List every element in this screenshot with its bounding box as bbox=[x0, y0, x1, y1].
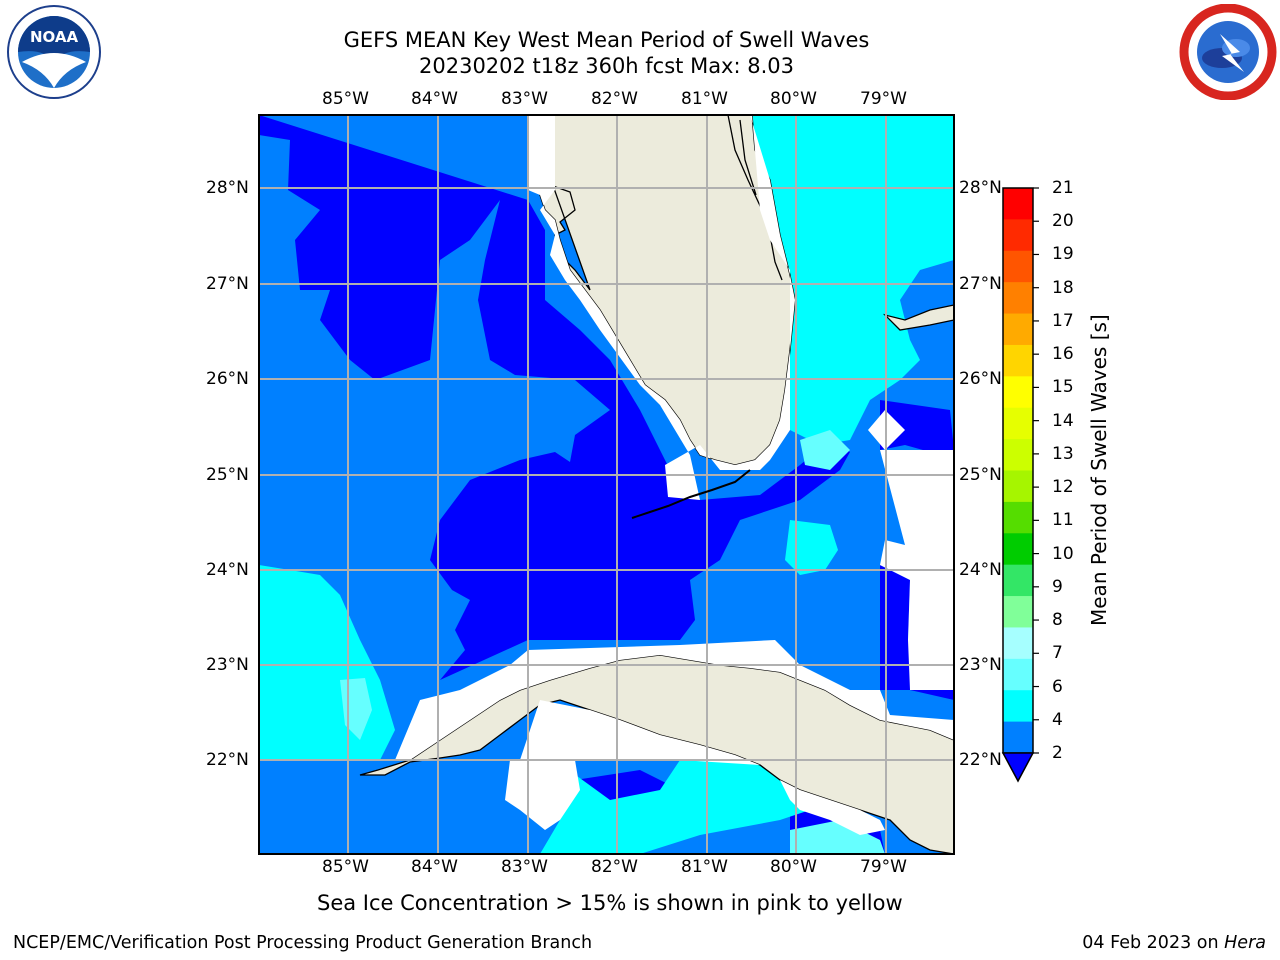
lat-label-right-2: 27°N bbox=[959, 274, 1002, 294]
lat-label-right-3: 26°N bbox=[959, 369, 1002, 389]
lon-label-top-2: 84°W bbox=[411, 89, 458, 109]
lon-label-top-1: 85°W bbox=[322, 89, 369, 109]
footer-date: 04 Feb 2023 on bbox=[1082, 933, 1225, 953]
colorbar-segment bbox=[1003, 219, 1033, 252]
lon-label-top-3: 83°W bbox=[501, 89, 548, 109]
swell-band-0-2-south bbox=[575, 770, 885, 854]
lon-label-bottom-2: 84°W bbox=[411, 857, 458, 877]
colorbar-tick-label: 12 bbox=[1052, 477, 1074, 498]
colorbar-segment bbox=[1003, 721, 1033, 754]
lon-label-top-7: 79°W bbox=[860, 89, 907, 109]
footer-host: Hera bbox=[1224, 933, 1266, 953]
lat-label-left-4: 25°N bbox=[206, 465, 249, 485]
lon-label-bottom-4: 82°W bbox=[591, 857, 638, 877]
lon-label-bottom-5: 81°W bbox=[681, 857, 728, 877]
colorbar-extend-arrow bbox=[1001, 752, 1035, 783]
colorbar-segment bbox=[1003, 313, 1033, 346]
colorbar-labels: 21 20 19 18 17 16 15 14 13 12 11 10 9 8 7 6 4 2 bbox=[1043, 0, 1083, 960]
colorbar-segment bbox=[1003, 376, 1033, 409]
colorbar-tick-label: 21 bbox=[1052, 178, 1074, 198]
colorbar-tick-label: 13 bbox=[1052, 443, 1074, 464]
colorbar-tick-label: 9 bbox=[1052, 576, 1063, 597]
title-line-2: 20230202 t18z 360h fcst Max: 8.03 bbox=[419, 54, 794, 78]
colorbar-segment bbox=[1003, 658, 1033, 691]
lat-label-left-6: 23°N bbox=[206, 655, 249, 675]
footer-left: NCEP/EMC/Verification Post Processing Pr… bbox=[13, 933, 593, 953]
lat-label-left-1: 28°N bbox=[206, 178, 249, 198]
colorbar-segment bbox=[1003, 470, 1033, 503]
sea-ice-caption: Sea Ice Concentration > 15% is shown in … bbox=[317, 891, 903, 915]
colorbar-segment bbox=[1003, 596, 1033, 628]
colorbar-tick-label: 18 bbox=[1052, 277, 1074, 298]
colorbar-segment bbox=[1003, 690, 1033, 723]
lon-label-bottom-7: 79°W bbox=[860, 857, 907, 877]
colorbar-tick-label: 6 bbox=[1052, 676, 1063, 697]
colorbar-tick-label: 10 bbox=[1052, 543, 1074, 564]
lat-label-left-2: 27°N bbox=[206, 274, 249, 294]
colorbar bbox=[1001, 187, 1039, 783]
colorbar-segment bbox=[1003, 407, 1033, 440]
lon-label-top-5: 81°W bbox=[681, 89, 728, 109]
colorbar-tick-label: 19 bbox=[1052, 244, 1074, 265]
title-line-1: GEFS MEAN Key West Mean Period of Swell … bbox=[343, 28, 870, 52]
colorbar-segment bbox=[1003, 282, 1033, 315]
colorbar-segment bbox=[1003, 627, 1033, 660]
lat-label-left-3: 26°N bbox=[206, 369, 249, 389]
florida-keys bbox=[631, 469, 751, 519]
colorbar-tick-label: 20 bbox=[1052, 211, 1074, 232]
colorbar-tick-label: 14 bbox=[1052, 410, 1074, 431]
lat-label-right-1: 28°N bbox=[959, 178, 1002, 198]
lat-label-right-5: 24°N bbox=[959, 560, 1002, 580]
graticule bbox=[259, 115, 954, 854]
colorbar-title: Mean Period of Swell Waves [s] bbox=[1087, 314, 1111, 626]
chart-title: GEFS MEAN Key West Mean Period of Swell … bbox=[0, 27, 1213, 79]
lon-label-bottom-1: 85°W bbox=[322, 857, 369, 877]
nodata-mask-east bbox=[868, 410, 954, 690]
colorbar-tick-label: 11 bbox=[1052, 510, 1074, 531]
colorbar-tick-label: 7 bbox=[1052, 643, 1063, 664]
colorbar-segment bbox=[1003, 250, 1033, 283]
map-panel bbox=[258, 114, 955, 855]
colorbar-tick-label: 8 bbox=[1052, 610, 1063, 631]
colorbar-tick-label: 4 bbox=[1052, 709, 1063, 730]
lon-label-top-6: 80°W bbox=[770, 89, 817, 109]
nodata-mask bbox=[528, 115, 795, 500]
noaa-logo: NOAA bbox=[4, 4, 104, 100]
map-frame bbox=[258, 114, 955, 855]
lat-label-left-5: 24°N bbox=[206, 560, 249, 580]
nws-logo bbox=[1178, 3, 1278, 101]
lon-label-bottom-6: 80°W bbox=[770, 857, 817, 877]
colorbar-segment bbox=[1003, 564, 1033, 597]
nodata-mask-cuba bbox=[395, 640, 954, 835]
lat-label-right-6: 23°N bbox=[959, 655, 1002, 675]
swell-band-0-2 bbox=[259, 115, 850, 680]
colorbar-tick-label: 2 bbox=[1052, 743, 1063, 763]
colorbar-segment bbox=[1003, 439, 1033, 471]
lat-label-right-7: 22°N bbox=[959, 750, 1002, 770]
swell-band-0-2-east bbox=[880, 400, 954, 700]
lon-label-top-4: 82°W bbox=[591, 89, 638, 109]
colorbar-tick-label: 17 bbox=[1052, 310, 1074, 331]
colorbar-tick-label: 15 bbox=[1052, 377, 1074, 398]
colorbar-segment bbox=[1003, 344, 1033, 377]
colorbar-tick-label: 16 bbox=[1052, 344, 1074, 365]
colorbar-segment bbox=[1003, 533, 1033, 566]
footer-right: 04 Feb 2023 on Hera bbox=[1082, 933, 1266, 953]
lat-label-right-4: 25°N bbox=[959, 465, 1002, 485]
colorbar-segment bbox=[1003, 188, 1033, 220]
lon-label-bottom-3: 83°W bbox=[501, 857, 548, 877]
colorbar-segment bbox=[1003, 501, 1033, 534]
lat-label-left-7: 22°N bbox=[206, 750, 249, 770]
noaa-logo-text: NOAA bbox=[30, 28, 79, 46]
